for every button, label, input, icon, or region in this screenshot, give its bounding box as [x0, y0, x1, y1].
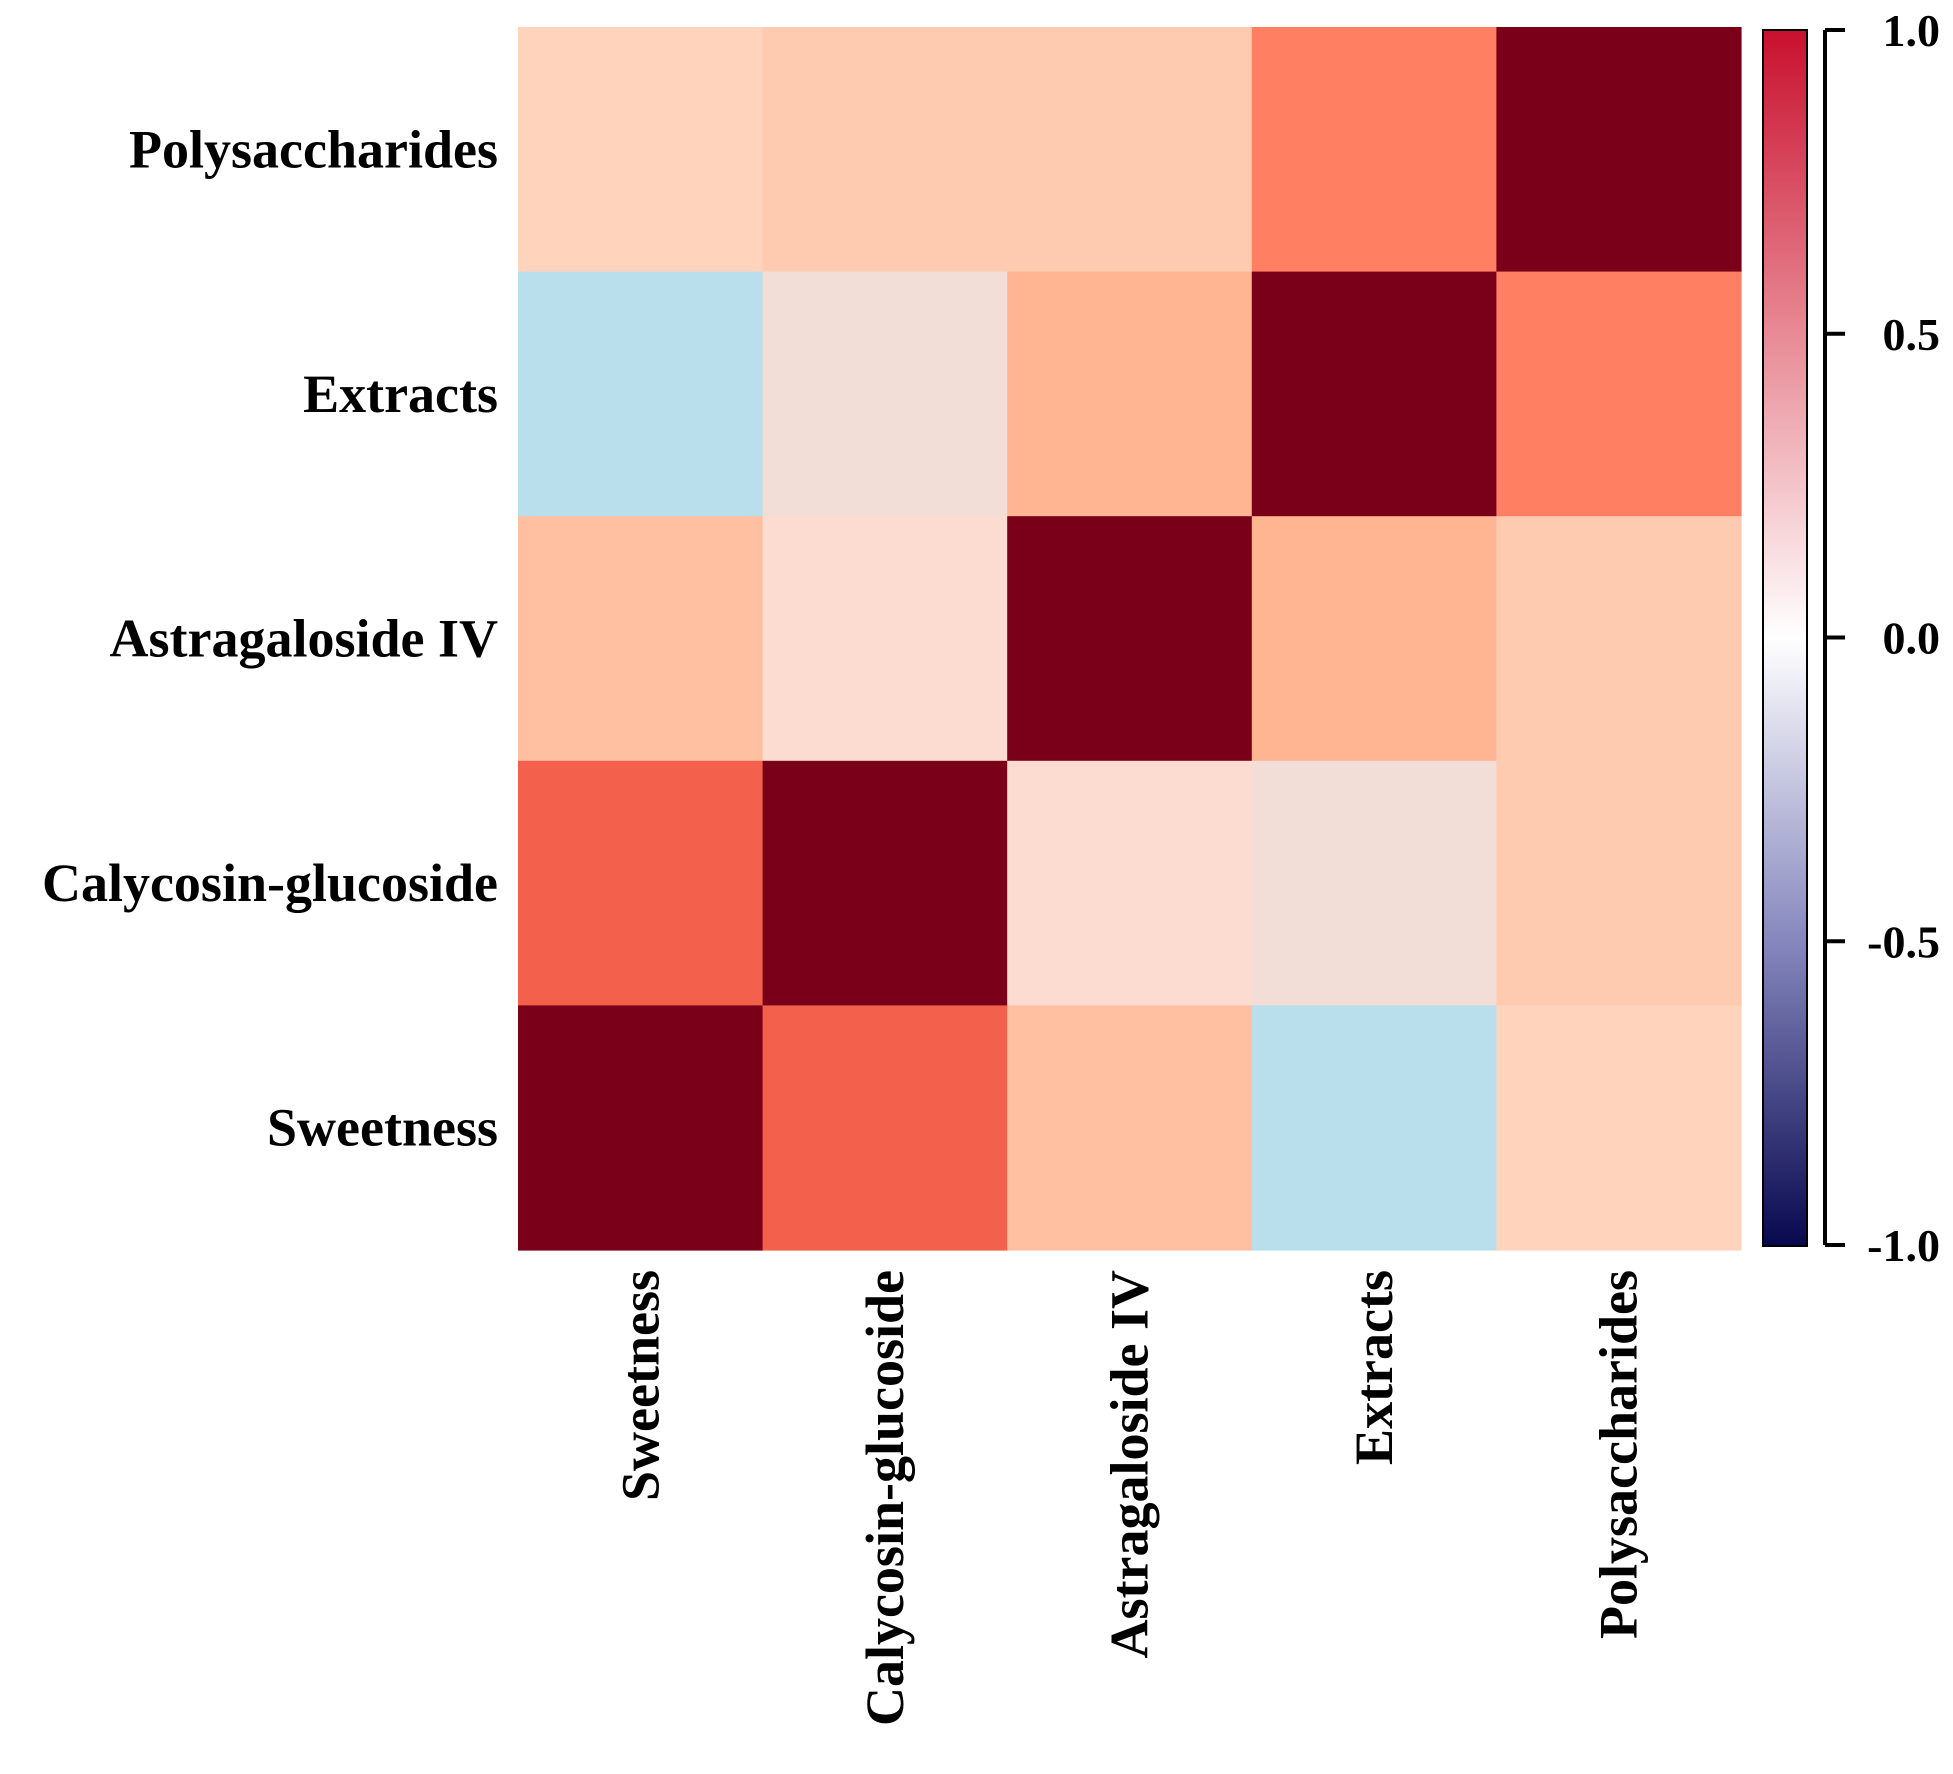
heatmap-cell-2-2 [1007, 516, 1253, 762]
colorbar-gradient [1762, 29, 1808, 1247]
heatmap-cell-3-2 [1007, 760, 1253, 1006]
column-label: Astragaloside IV [1100, 1270, 1160, 1659]
heatmap-cell-3-1 [762, 760, 1008, 1006]
heatmap-cell-4-2 [1007, 1005, 1253, 1251]
colorbar-tick-label: 1.0 [1883, 5, 1941, 56]
row-label: Polysaccharides [129, 119, 498, 179]
row-label: Calycosin-glucoside [42, 853, 498, 913]
column-label: Extracts [1344, 1270, 1404, 1465]
heatmap-cell-2-4 [1496, 516, 1742, 762]
heatmap-cell-0-1 [762, 27, 1008, 273]
heatmap-cell-1-0 [518, 271, 764, 517]
heatmap-cell-1-1 [762, 271, 1008, 517]
heatmap-cell-4-3 [1251, 1005, 1497, 1251]
heatmap-cell-0-0 [518, 27, 764, 273]
column-label: Polysaccharides [1589, 1270, 1649, 1639]
heatmap-cell-0-3 [1251, 27, 1497, 273]
heatmap-cell-3-0 [518, 760, 764, 1006]
heatmap-cell-2-3 [1251, 516, 1497, 762]
heatmap-cell-1-4 [1496, 271, 1742, 517]
heatmap-cell-4-0 [518, 1005, 764, 1251]
colorbar-tick-label: -1.0 [1867, 1220, 1940, 1271]
colorbar-tick-label: -0.5 [1867, 916, 1940, 967]
heatmap-cell-3-3 [1251, 760, 1497, 1006]
colorbar-tick-label: 0.5 [1883, 309, 1941, 360]
column-label: Sweetness [610, 1270, 670, 1501]
heatmap-cells [518, 27, 1742, 1251]
colorbar-ticks: 1.0 0.5 0.0 -0.5 -1.0 [1825, 5, 1940, 1271]
row-label: Astragaloside IV [110, 609, 499, 669]
row-labels: Polysaccharides Extracts Astragaloside IV C… [42, 119, 498, 1157]
heatmap-cell-0-2 [1007, 27, 1253, 273]
heatmap-cell-2-1 [762, 516, 1008, 762]
heatmap-cell-4-1 [762, 1005, 1008, 1251]
heatmap-cell-2-0 [518, 516, 764, 762]
heatmap-cell-1-3 [1251, 271, 1497, 517]
heatmap-cell-0-4 [1496, 27, 1742, 273]
colorbar [1762, 29, 1827, 1247]
heatmap-cell-3-4 [1496, 760, 1742, 1006]
row-label: Extracts [303, 364, 498, 424]
heatmap-cell-4-4 [1496, 1005, 1742, 1251]
column-label: Calycosin-glucoside [855, 1270, 915, 1726]
heatmap-cell-1-2 [1007, 271, 1253, 517]
column-labels: Sweetness Calycosin-glucoside Astragalosid… [610, 1270, 1648, 1726]
colorbar-tick-label: 0.0 [1883, 613, 1941, 664]
row-label: Sweetness [267, 1098, 498, 1158]
